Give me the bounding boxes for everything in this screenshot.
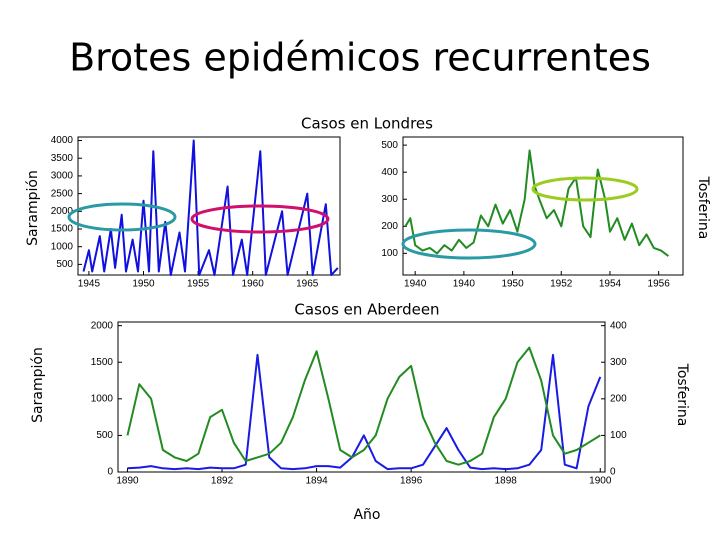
- x-axis-label: Año: [353, 507, 380, 523]
- plot-frame: [402, 136, 684, 276]
- x-tick-label: 1892: [211, 476, 234, 487]
- plots: 1945 1950 1955 1960 196550010001500200025003…: [51, 135, 684, 487]
- x-tick-label: 1896: [400, 476, 423, 487]
- highlight-ellipse: [401, 228, 537, 260]
- x-tick-label: 1965: [296, 279, 319, 290]
- x-tick-label: 1950: [501, 279, 524, 290]
- y2-tick-label: 300: [610, 357, 627, 368]
- y-tick-label: 500: [381, 140, 398, 151]
- x-tick-label: 1940: [453, 279, 476, 290]
- x-tick-label: 1952: [550, 279, 573, 290]
- y2-tick-label: 200: [610, 393, 627, 404]
- y-tick-label: 2500: [51, 188, 74, 199]
- y-tick-label: 2000: [91, 320, 114, 331]
- x-tick-label: 1898: [495, 476, 518, 487]
- y-tick-label: 2000: [51, 206, 74, 217]
- x-tick-label: 1890: [116, 476, 139, 487]
- highlights: [67, 176, 639, 260]
- x-tick-label: 1955: [187, 279, 210, 290]
- y-tick-label: 1000: [51, 241, 74, 252]
- y-tick-label: 500: [96, 430, 113, 441]
- y-tick-label: 1000: [91, 393, 114, 404]
- y-tick-label: 0: [107, 467, 113, 478]
- slide-title: Brotes epidémicos recurrentes: [69, 36, 651, 80]
- y-tick-label: 3000: [51, 171, 74, 182]
- chart-title: Casos en Aberdeen: [294, 301, 439, 319]
- x-tick-label: 1940: [404, 279, 427, 290]
- y2-tick-label: 400: [610, 320, 627, 331]
- y-tick-label: 100: [381, 248, 398, 259]
- x-tick-label: 1956: [648, 279, 671, 290]
- plot-frame: [77, 136, 341, 276]
- highlight-ellipse: [531, 176, 639, 202]
- y2-axis-label: Tosferina: [674, 363, 690, 427]
- y2-tick-label: 100: [610, 430, 627, 441]
- data-line: [82, 139, 339, 276]
- y-tick-label: 3500: [51, 153, 74, 164]
- x-tick-label: 1900: [589, 476, 612, 487]
- highlight-ellipse: [67, 202, 177, 232]
- y-tick-label: 500: [56, 259, 73, 270]
- y-tick-label: 400: [381, 167, 398, 178]
- y-tick-label: 4000: [51, 135, 74, 146]
- x-tick-label: 1894: [305, 476, 328, 487]
- highlight-ellipse: [190, 204, 330, 234]
- x-tick-label: 1945: [78, 279, 101, 290]
- y-tick-label: 200: [381, 221, 398, 232]
- x-tick-label: 1950: [132, 279, 155, 290]
- data-line: [404, 149, 670, 257]
- y-axis-label: Sarampión: [30, 347, 46, 423]
- data-line: [127, 353, 602, 471]
- y-axis-label: Sarampión: [25, 170, 41, 246]
- plot-frame: [117, 321, 606, 473]
- y-axis-label: Tosferina: [695, 176, 711, 240]
- y-tick-label: 1500: [51, 224, 74, 235]
- chart-title: Casos en Londres: [301, 115, 433, 133]
- y-tick-label: 1500: [91, 357, 114, 368]
- x-tick-label: 1954: [599, 279, 622, 290]
- data-line: [126, 346, 601, 466]
- y-tick-label: 300: [381, 194, 398, 205]
- x-tick-label: 1960: [242, 279, 265, 290]
- y2-tick-label: 0: [610, 467, 616, 478]
